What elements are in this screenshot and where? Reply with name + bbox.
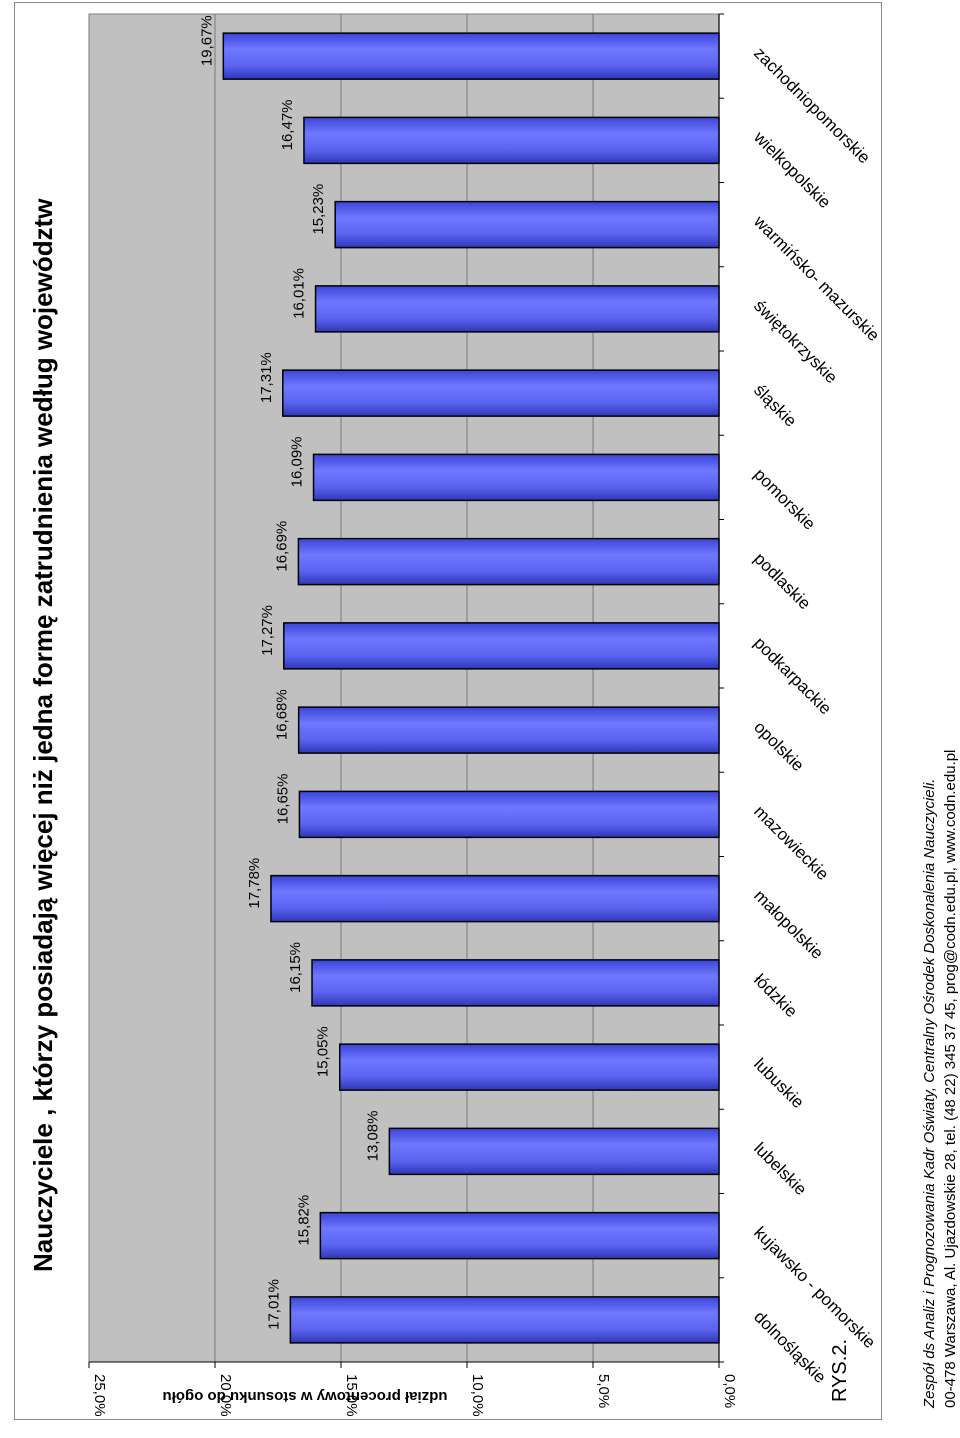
bar [388, 1127, 720, 1176]
category-label: dolnośląskie [750, 1307, 830, 1387]
bar [314, 285, 720, 333]
category-label: podkarpackie [750, 633, 835, 718]
data-label: 17,78% [246, 858, 263, 909]
data-label: 16,47% [279, 100, 296, 151]
category-label: lubuskie [750, 1055, 808, 1113]
value-tick-label: 5,0% [595, 1374, 612, 1408]
category-label: mazowieckie [750, 802, 832, 884]
bar [222, 32, 720, 80]
footer-address: 00-478 Warszawa, Al. Ujazdowskie 28, tel… [942, 750, 959, 1408]
data-label: 19,67% [198, 15, 215, 66]
category-label: śląskie [750, 381, 800, 431]
category-label: świętokrzyskie [750, 296, 841, 387]
chart-frame [14, 2, 882, 1420]
data-label: 16,69% [273, 521, 290, 572]
data-label: 15,23% [310, 184, 327, 235]
value-tick-label: 25,0% [91, 1374, 108, 1417]
value-tick-label: 20,0% [217, 1374, 234, 1417]
data-label: 15,82% [295, 1195, 312, 1246]
value-tick-label: 10,0% [469, 1374, 486, 1417]
data-label: 13,08% [364, 1111, 381, 1162]
bar [282, 369, 720, 417]
category-label: wielkopolskie [749, 127, 834, 212]
category-label: pomorskie [750, 465, 819, 534]
category-label: łódzkie [750, 970, 801, 1021]
data-label: 17,01% [265, 1279, 282, 1330]
bar [311, 959, 720, 1007]
data-label: 17,31% [258, 352, 275, 403]
bar [334, 200, 720, 249]
bar [303, 116, 720, 165]
figure-label: RYS.2. [829, 1339, 851, 1402]
bar [270, 874, 720, 923]
bar [289, 1296, 720, 1344]
footer-credit: Zespół ds Analiz i Prognozowania Kadr Oś… [921, 779, 938, 1409]
data-label: 17,27% [259, 605, 276, 656]
data-label: 16,68% [274, 689, 291, 740]
data-label: 16,15% [287, 942, 304, 993]
bar [297, 706, 720, 754]
bar [298, 790, 720, 839]
bar [319, 1211, 720, 1260]
category-label: lubelskie [750, 1139, 810, 1199]
data-label: 16,65% [274, 774, 291, 825]
data-label: 16,09% [289, 437, 306, 488]
bar [338, 1043, 720, 1091]
category-label: małopolskie [750, 886, 827, 963]
bar [283, 622, 720, 670]
category-label: podlaskie [750, 549, 814, 613]
category-label: opolskie [750, 718, 808, 776]
axis-label: udział procentowy w stosunku do ogółu [163, 1388, 448, 1405]
chart-title: Nauczyciele , którzy posiadają więcej ni… [28, 198, 58, 1272]
value-tick-label: 0,0% [721, 1374, 738, 1408]
value-tick-label: 15,0% [343, 1374, 360, 1417]
bar [312, 453, 720, 502]
data-label: 15,05% [315, 1026, 332, 1077]
data-label: 16,01% [291, 268, 308, 319]
bar [297, 537, 720, 586]
